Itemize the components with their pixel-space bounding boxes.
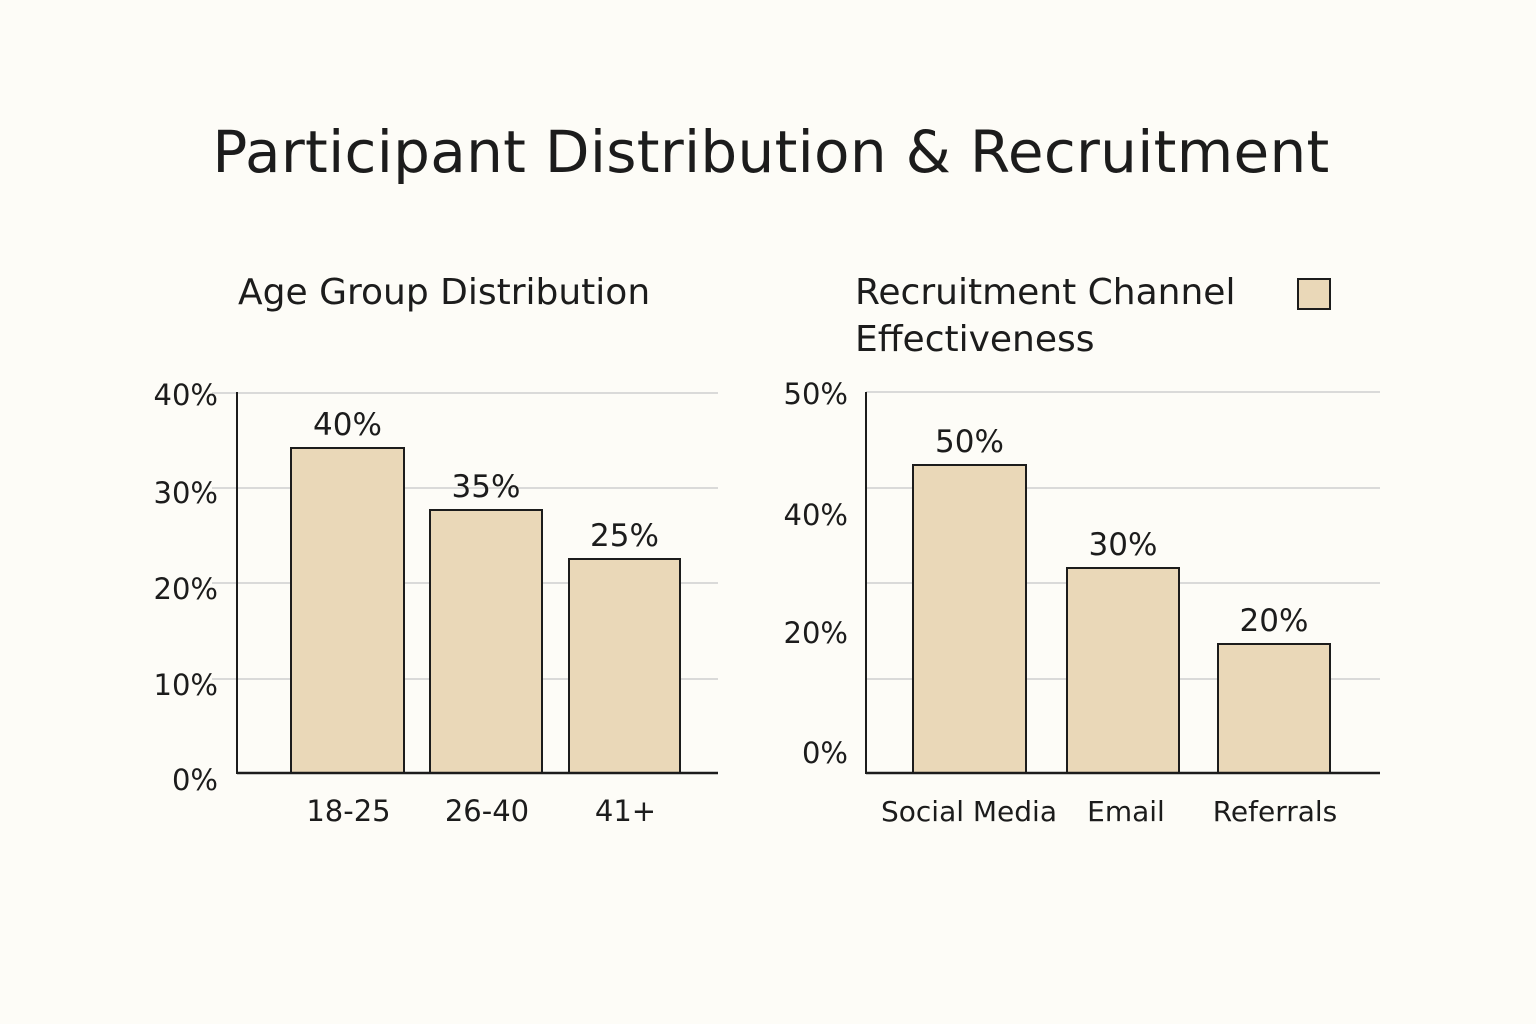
age-group-chart: Age Group Distribution 0% 10% 20% 30% 40% 40… [154,272,718,828]
x-tick-label: Email [1087,795,1165,828]
age-chart-title: Age Group Distribution [238,272,650,313]
y-tick-label: 50% [784,377,848,411]
recruitment-chart-y-ticks: 0% 20% 40% 50% [784,377,848,770]
page-title: Participant Distribution & Recruitment [212,118,1330,186]
bar [568,558,681,774]
x-tick-label: Referrals [1213,795,1338,828]
y-tick-label: 0% [172,763,218,797]
bar [1217,643,1331,774]
y-tick-label: 40% [154,378,218,412]
bar-data-label: 35% [452,469,521,505]
x-tick-label: 41+ [595,794,656,828]
bar [290,447,405,774]
recruitment-chart: Recruitment Channel Effectiveness 0% 20% 4… [784,272,1380,828]
y-tick-label: 30% [154,476,218,510]
age-chart-y-ticks: 0% 10% 20% 30% 40% [154,378,218,797]
y-tick-label: 40% [784,498,848,532]
bar-data-label: 20% [1240,603,1309,639]
recruitment-chart-title: Recruitment Channel Effectiveness [855,272,1247,360]
recruitment-chart-data-labels: 50% 30% 20% [935,424,1308,639]
bar-data-label: 25% [590,518,659,554]
age-chart-data-labels: 40% 35% 25% [313,407,659,554]
recruitment-chart-title-line-1: Recruitment Channel [855,272,1235,313]
bar [912,464,1027,774]
age-chart-x-ticks: 18-25 26-40 41+ [306,794,656,828]
bar-data-label: 40% [313,407,382,443]
recruitment-chart-bars [912,464,1331,774]
y-tick-label: 0% [802,736,848,770]
x-tick-label: 18-25 [306,794,390,828]
x-tick-label: 26-40 [445,794,529,828]
y-tick-label: 20% [154,572,218,606]
bar [429,509,543,774]
bar-data-label: 50% [935,424,1004,460]
y-tick-label: 20% [784,616,848,650]
recruitment-chart-x-ticks: Social Media Email Referrals [881,795,1337,828]
recruitment-chart-title-line-2: Effectiveness [855,319,1095,360]
bar-data-label: 30% [1089,527,1158,563]
x-tick-label: Social Media [881,795,1057,828]
legend-swatch [1297,278,1331,310]
y-tick-label: 10% [154,668,218,702]
bar [1066,567,1180,774]
